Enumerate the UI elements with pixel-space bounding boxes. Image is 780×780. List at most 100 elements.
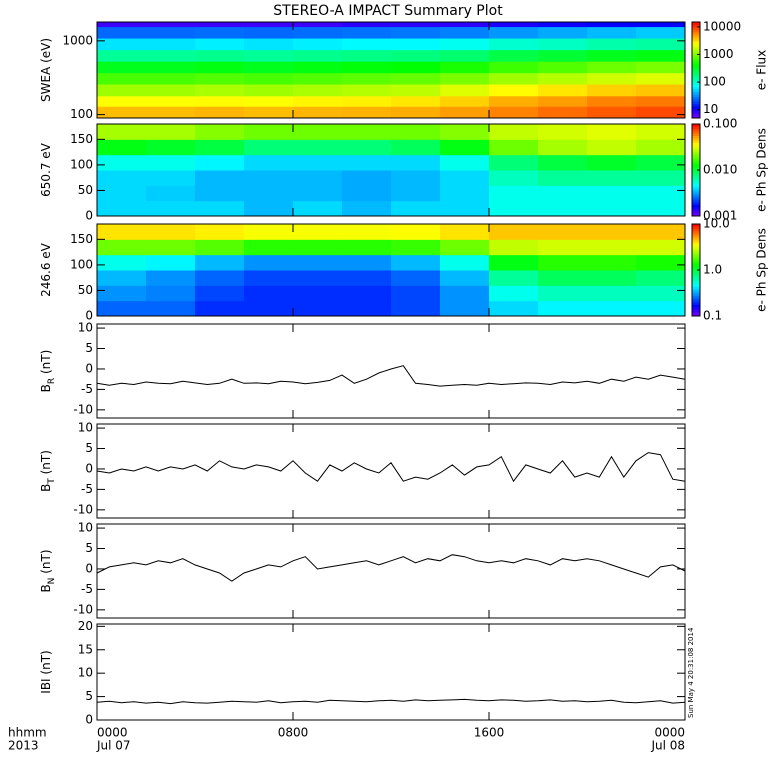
heatmap-cell (293, 200, 343, 217)
heatmap-cell (146, 61, 196, 74)
heatmap-cell (538, 239, 588, 256)
colorbar-swatch (692, 106, 700, 109)
y-tick-label: 10 (78, 521, 93, 535)
colorbar-swatch (692, 156, 700, 159)
heatmap-cell (342, 106, 392, 119)
heatmap-cell (587, 200, 637, 217)
colorbar-swatch (692, 55, 700, 59)
colorbar-swatch (692, 309, 700, 312)
colorbar-swatch (692, 181, 700, 185)
heatmap-cell (244, 285, 294, 302)
heatmap-cell (293, 224, 343, 240)
heatmap-cell (489, 300, 539, 317)
colorbar-swatch (692, 70, 700, 73)
panel-frame (96, 123, 686, 217)
y-label-sub: N (47, 578, 57, 585)
colorbar-tick-label: 0.1 (703, 309, 722, 323)
heatmap-cell (538, 84, 588, 97)
heatmap-cell (293, 270, 343, 286)
heatmap-cell (342, 185, 392, 202)
y-label-main: B (39, 384, 53, 392)
colorbar-swatch (692, 244, 700, 248)
heatmap-cell (636, 95, 686, 107)
heatmap-cell (293, 84, 343, 97)
heatmap-cell (146, 22, 196, 28)
heatmap-cell (636, 106, 686, 119)
colorbar-swatch (692, 233, 700, 236)
colorbar-swatch (692, 272, 700, 276)
heatmap-cell (97, 84, 147, 97)
y-tick-label: 100 (70, 257, 93, 271)
colorbar-label: e- Ph Sp Dens (755, 228, 769, 312)
heatmap-cell (97, 124, 147, 140)
colorbar-swatch (692, 140, 700, 143)
heatmap-cell (293, 26, 343, 39)
heatmap-cell (244, 26, 294, 39)
heatmap-cell (146, 154, 196, 171)
y-label-main: IBI (39, 678, 53, 693)
colorbar-swatch (692, 230, 700, 234)
colorbar-swatch (692, 206, 700, 210)
colorbar-swatch (692, 204, 700, 208)
heatmap-cell (587, 72, 637, 85)
heatmap-cell (440, 26, 490, 39)
heatmap-cell (244, 95, 294, 107)
colorbar-swatch (692, 29, 700, 33)
colorbar-swatch (692, 209, 700, 212)
heatmap-cell (636, 26, 686, 39)
y-tick-label: 0 (85, 209, 93, 223)
heatmap-cell (97, 254, 147, 271)
heatmap-cell (293, 72, 343, 85)
heatmap-cell (440, 154, 490, 171)
data-line (96, 452, 686, 483)
heatmap-cell (489, 270, 539, 286)
heatmap-cell (440, 139, 490, 156)
heatmap-cell (97, 300, 147, 317)
heatmap-cell (391, 254, 441, 271)
heatmap-cell (195, 185, 245, 202)
heatmap-cell (636, 84, 686, 97)
heatmap-cell (293, 239, 343, 256)
colorbar-swatch (692, 304, 700, 308)
heatmap-cell (195, 26, 245, 39)
heatmap-cell (195, 84, 245, 97)
colorbar-swatch (692, 65, 700, 69)
colorbar-swatch (692, 176, 700, 180)
heatmap-cell (587, 49, 637, 62)
colorbar-swatch (692, 242, 700, 246)
heatmap-cell (538, 49, 588, 62)
heatmap-cell (244, 61, 294, 74)
heatmap-cell (489, 22, 539, 28)
heatmap-cell (538, 124, 588, 140)
colorbar-swatch (692, 270, 700, 273)
heatmap-cell (146, 124, 196, 140)
heatmap-cell (342, 61, 392, 74)
heatmap-cell (538, 139, 588, 156)
x-tick-date: Jul 07 (96, 739, 131, 753)
heatmap-cell (440, 185, 490, 202)
heatmap-cell (97, 49, 147, 62)
panel-frame (96, 21, 686, 119)
heatmap-cell (440, 170, 490, 186)
heatmap-cell (97, 170, 147, 186)
heatmap-cell (391, 124, 441, 140)
heatmap-cell (293, 95, 343, 107)
heatmap-cell (440, 22, 490, 28)
heatmap-cell (636, 300, 686, 317)
heatmap-cell (587, 154, 637, 171)
colorbar-swatch (692, 160, 700, 164)
heatmap-cell (342, 72, 392, 85)
heatmap-cell (489, 49, 539, 62)
colorbar-swatch (692, 249, 700, 253)
colorbar-swatch (692, 228, 700, 232)
heatmap-cell (293, 139, 343, 156)
heatmap-cell (391, 139, 441, 156)
heatmap-cell (587, 22, 637, 28)
heatmap-cell (97, 154, 147, 171)
colorbar-tick-label: 100 (703, 75, 726, 89)
heatmap-cell (195, 38, 245, 51)
heatmap-cell (293, 185, 343, 202)
heatmap-cell (587, 224, 637, 240)
heatmap-cell (146, 95, 196, 107)
heatmap-cell (342, 49, 392, 62)
